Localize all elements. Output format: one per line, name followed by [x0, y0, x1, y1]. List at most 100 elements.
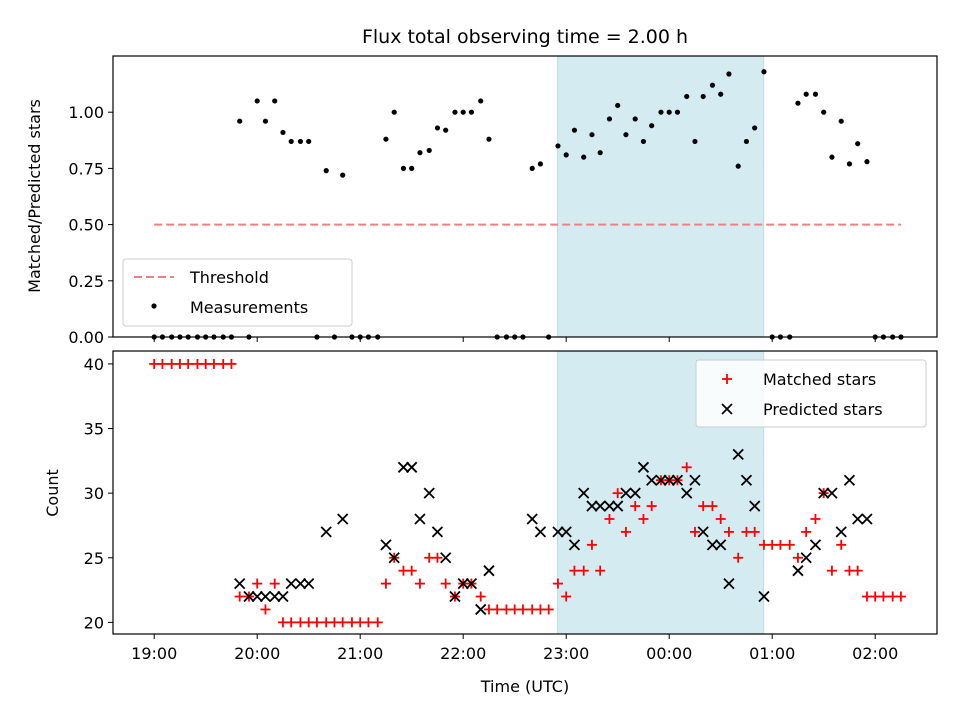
- matched-star-point: [157, 358, 168, 369]
- matched-star-point: [260, 604, 271, 615]
- measurement-point: [700, 93, 706, 100]
- predicted-star-point: [852, 513, 864, 525]
- matched-star-point: [733, 552, 744, 563]
- predicted-star-point: [285, 577, 297, 590]
- legend-predicted-label: Predicted stars: [763, 400, 883, 419]
- x-tick-label: 19:00: [131, 644, 177, 663]
- matched-star-point: [723, 526, 734, 537]
- matched-star-point: [363, 617, 374, 628]
- matched-star-point: [895, 591, 906, 602]
- chart-title: Flux total observing time = 2.00 h: [362, 26, 688, 48]
- matched-star-point: [604, 513, 615, 524]
- predicted-star-point: [526, 513, 538, 525]
- measurement-point: [254, 98, 260, 104]
- measurement-point: [838, 118, 844, 124]
- legend-measurements-label: Measurements: [190, 298, 308, 317]
- x-tick-label: 01:00: [749, 644, 795, 663]
- measurement-point: [589, 132, 595, 138]
- top-axes-frame: [112, 55, 938, 338]
- measurement-point: [581, 154, 587, 160]
- measurement-point: [718, 91, 724, 97]
- observing-window-span: [557, 55, 765, 338]
- predicted-star-point: [809, 539, 822, 551]
- ratio-panel: Flux total observing time = 2.00 h 0.00 0…: [25, 26, 938, 347]
- matched-star-point: [801, 526, 812, 537]
- measurement-point: [272, 98, 278, 104]
- predicted-star-point: [671, 474, 684, 486]
- measurement-point: [529, 165, 535, 171]
- matched-star-point: [543, 604, 554, 615]
- predicted-star-point: [337, 513, 349, 525]
- count-panel: 19:00 20:00 21:00 22:00 23:00 00:00 01:00 02:00…: [43, 350, 938, 696]
- predicted-star-point: [431, 526, 444, 538]
- matched-star-point: [226, 358, 237, 369]
- measurement-point: [615, 102, 621, 109]
- matched-star-point: [852, 565, 863, 576]
- predicted-star-point: [663, 474, 675, 486]
- matched-star-point: [784, 539, 795, 550]
- predicted-star-point: [792, 565, 804, 577]
- measurement-point: [658, 109, 664, 115]
- bottom-axes-frame: [112, 350, 938, 635]
- top-legend: Threshold Measurements: [122, 258, 353, 327]
- bottom-legend: Matched stars Predicted stars: [695, 359, 927, 428]
- measurement-point: [623, 132, 629, 138]
- predicted-star-point: [277, 590, 289, 603]
- measurement-point: [460, 109, 466, 115]
- measurement-point: [726, 71, 732, 77]
- matched-star-point: [492, 604, 503, 615]
- matched-star-point: [792, 552, 803, 563]
- measurement-point: [803, 91, 809, 97]
- x-tick-label: 20:00: [234, 644, 280, 663]
- predicted-star-point: [560, 526, 572, 538]
- matched-star-point: [620, 526, 631, 537]
- predicted-star-point: [861, 513, 873, 525]
- predicted-star-point: [706, 539, 719, 551]
- predicted-star-point: [243, 590, 255, 603]
- matched-star-point: [749, 526, 760, 537]
- predicted-star-point: [251, 590, 263, 603]
- measurement-point: [795, 100, 801, 106]
- predicted-star-point: [423, 487, 435, 499]
- measurement-point: [829, 154, 835, 160]
- predicted-star-point: [758, 590, 770, 603]
- predicted-star-point: [483, 565, 495, 577]
- matched-star-point: [552, 578, 563, 589]
- bottom-y-tick-label: 35: [84, 420, 104, 439]
- predicted-star-point: [749, 500, 761, 512]
- measurement-point: [383, 136, 389, 142]
- predicted-star-point: [637, 461, 650, 473]
- predicted-star-point: [603, 500, 616, 512]
- matched-star-point: [826, 565, 837, 576]
- measurement-point: [709, 82, 716, 88]
- predicted-star-point: [269, 590, 281, 603]
- predicted-star-point: [475, 603, 487, 616]
- measurement-point: [855, 141, 861, 147]
- x-tick-label: 02:00: [852, 644, 898, 663]
- top-y-tick-label: 0.25: [68, 272, 104, 291]
- legend-threshold-label: Threshold: [189, 268, 269, 287]
- matched-star-point: [414, 578, 425, 589]
- measurement-point: [288, 138, 294, 145]
- predicted-star-point: [732, 448, 744, 461]
- legend-matched-label: Matched stars: [763, 370, 876, 389]
- measurement-point: [537, 161, 544, 167]
- measurement-point: [237, 118, 243, 124]
- measurement-point: [821, 109, 827, 115]
- measurement-point: [752, 125, 758, 131]
- measurement-point: [571, 127, 578, 133]
- predicted-star-point: [612, 500, 624, 512]
- top-y-axis-label: Matched/Predicted stars: [25, 99, 44, 293]
- measurement-point: [674, 109, 681, 115]
- measurement-point: [486, 136, 492, 142]
- predicted-star-point: [578, 487, 590, 499]
- x-tick-label: 22:00: [440, 644, 486, 663]
- predicted-star-point: [620, 487, 632, 499]
- predicted-star-point: [449, 590, 461, 603]
- matched-star-point: [380, 578, 391, 589]
- matched-star-point: [836, 539, 847, 550]
- matched-star-point: [234, 591, 245, 602]
- measurement-point: [391, 109, 397, 115]
- predicted-star-point: [294, 577, 307, 590]
